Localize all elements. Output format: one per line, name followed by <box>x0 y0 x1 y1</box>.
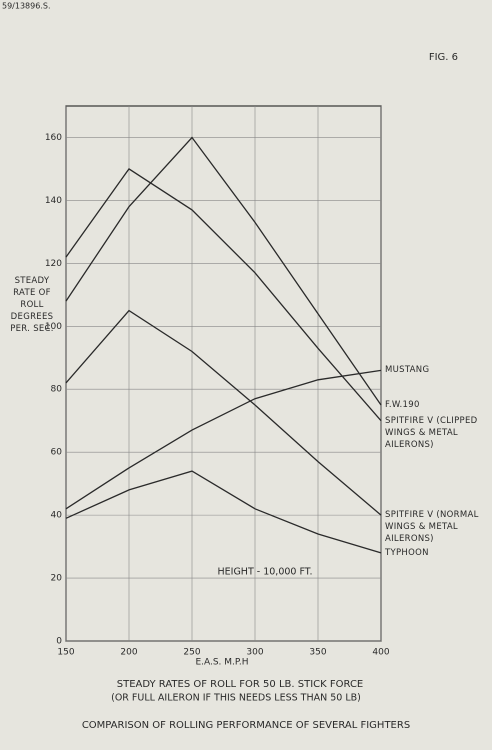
chart-title: COMPARISON OF ROLLING PERFORMANCE OF SEV… <box>82 720 410 731</box>
x-tick-label: 400 <box>372 648 389 658</box>
series-line <box>65 309 382 516</box>
series-label: SPITFIRE V (NORMAL WINGS & METAL AILERON… <box>385 510 479 545</box>
x-tick-label: 150 <box>57 648 74 658</box>
y-tick-label: 160 <box>45 133 62 143</box>
x-tick-label: 200 <box>120 648 137 658</box>
annotation: HEIGHT - 10,000 FT. <box>218 567 313 578</box>
x-tick-label: 300 <box>246 648 263 658</box>
caption: STEADY RATES OF ROLL FOR 50 LB. STICK FO… <box>117 679 364 690</box>
x-axis-label: E.A.S. M.P.H <box>195 658 248 668</box>
series-label: TYPHOON <box>385 547 429 558</box>
y-axis-label: STEADY RATE OF ROLL DEGREES PER. SEC. <box>10 276 54 334</box>
y-tick-label: 100 <box>45 322 62 332</box>
series-line <box>65 369 382 510</box>
y-tick-label: 120 <box>45 259 62 269</box>
series-line <box>65 136 382 406</box>
series-line <box>65 470 382 554</box>
y-tick-label: 20 <box>51 574 63 584</box>
y-tick-label: 60 <box>51 448 63 458</box>
series-line <box>65 168 382 422</box>
stamp: 59/13896.S. <box>2 2 51 11</box>
x-tick-label: 350 <box>309 648 326 658</box>
y-tick-label: 40 <box>51 511 63 521</box>
y-tick-label: 80 <box>51 385 63 395</box>
series-label: SPITFIRE V (CLIPPED WINGS & METAL AILERO… <box>385 415 478 450</box>
series-label: MUSTANG <box>385 365 430 376</box>
series-label: F.W.190 <box>385 399 420 410</box>
y-tick-label: 140 <box>45 196 62 206</box>
caption: (OR FULL AILERON IF THIS NEEDS LESS THAN… <box>111 693 361 704</box>
x-tick-label: 250 <box>183 648 200 658</box>
plot-frame <box>65 105 382 642</box>
y-tick-label: 0 <box>56 637 62 647</box>
figure-label: FIG. 6 <box>429 52 458 63</box>
